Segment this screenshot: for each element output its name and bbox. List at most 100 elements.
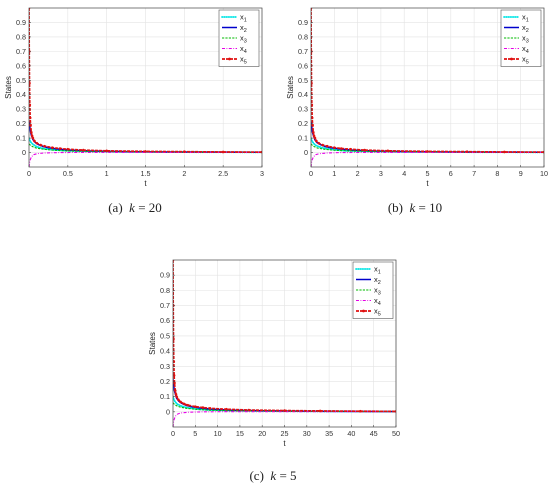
series-point-x5 bbox=[66, 147, 70, 151]
legend-marker-x5 bbox=[510, 57, 513, 61]
series-line-x4 bbox=[173, 411, 396, 427]
x-tick-label: 45 bbox=[370, 429, 378, 438]
legend-label-x4: x4 bbox=[240, 44, 247, 55]
caption-b-var: k bbox=[409, 200, 416, 215]
x-tick-label: 2 bbox=[356, 169, 360, 178]
series-point-x5 bbox=[317, 141, 320, 145]
x-tick-label: 20 bbox=[258, 429, 266, 438]
series-point-x5 bbox=[503, 150, 506, 154]
x-tick-label: 7 bbox=[472, 169, 476, 178]
y-tick-label: 0.3 bbox=[16, 105, 26, 114]
series-group bbox=[29, 8, 262, 167]
legend-box bbox=[500, 9, 542, 67]
caption-b-eq: = 10 bbox=[415, 200, 443, 215]
series-point-x5 bbox=[182, 402, 186, 406]
chart-c: 0 5 10 15 20 25 30 35 40 45 50 0 0.1 0.2 0.3 0.4 0.5 0.6 0… bbox=[148, 259, 400, 448]
y-tick-label: 0.6 bbox=[16, 61, 26, 70]
series-point-x5 bbox=[29, 81, 31, 85]
x-tick-label: 0 bbox=[171, 429, 175, 438]
series-line-x3 bbox=[311, 143, 544, 153]
legend-label-x3: x3 bbox=[240, 34, 247, 45]
series-point-x5 bbox=[177, 398, 180, 401]
legend-box bbox=[352, 261, 394, 319]
caption-c-eq: = 5 bbox=[276, 468, 297, 483]
x-tick-label: 0.5 bbox=[63, 169, 73, 178]
series-point-x5 bbox=[186, 403, 190, 407]
series-point-x5 bbox=[201, 406, 205, 409]
series-point-x5 bbox=[29, 123, 32, 127]
x-tick-label: 50 bbox=[392, 429, 400, 438]
legend-label-x2: x2 bbox=[240, 23, 247, 34]
y-tick-label: 0 bbox=[166, 407, 170, 416]
series-point-x5 bbox=[318, 409, 322, 413]
legend-label-x1: x1 bbox=[374, 265, 381, 276]
series-point-x5 bbox=[333, 146, 336, 149]
series-point-x5 bbox=[315, 139, 318, 143]
x-tick-label: 10 bbox=[540, 169, 548, 178]
y-tick-label: 0.6 bbox=[298, 61, 308, 70]
x-tick-label: 3 bbox=[379, 169, 383, 178]
series-point-x5 bbox=[29, 103, 32, 107]
y-tick-label: 0.1 bbox=[298, 134, 308, 143]
series-point-x5 bbox=[311, 123, 314, 127]
chart-panel-b: 0 1 2 3 4 5 6 7 8 9 10 0 0.1 0.2 0.3 0.4 0.5 0.6 0.7 0.8 0.9… bbox=[280, 0, 550, 220]
series-group bbox=[311, 8, 544, 167]
caption-a-var: k bbox=[129, 200, 135, 215]
series-point-x5 bbox=[39, 143, 42, 147]
x-tick-label: 1.5 bbox=[141, 169, 151, 178]
caption-b: (b) k = 10 bbox=[280, 200, 550, 216]
series-point-x5 bbox=[359, 409, 362, 413]
y-tick-label: 0.2 bbox=[16, 119, 26, 128]
x-tick-label: 2 bbox=[182, 169, 186, 178]
x-tick-label: 40 bbox=[347, 429, 355, 438]
series-point-x5 bbox=[426, 150, 429, 153]
series-line-x5 bbox=[29, 8, 262, 153]
caption-c-label: (c) bbox=[249, 468, 264, 483]
caption-c: (c) k = 5 bbox=[138, 468, 408, 484]
series-point-x5 bbox=[225, 407, 228, 411]
x-tick-label: 1 bbox=[332, 169, 336, 178]
chart-panel-a: 0 0.5 1 1.5 2 2.5 3 0 0.1 0.2 0.3 0.4 0.5 0.6 0.7 0.8 0.… bbox=[0, 0, 270, 220]
series-point-x5 bbox=[283, 409, 286, 412]
y-tick-label: 0.9 bbox=[160, 271, 170, 280]
series-point-x5 bbox=[51, 146, 54, 149]
series-line-x4 bbox=[311, 151, 544, 167]
caption-a-eq: = 20 bbox=[134, 200, 162, 215]
x-tick-label: 0 bbox=[27, 169, 31, 178]
y-tick-label: 0.5 bbox=[16, 76, 26, 85]
series-point-x5 bbox=[144, 150, 147, 153]
y-axis-label: States bbox=[4, 76, 13, 99]
series-point-x5 bbox=[349, 147, 352, 151]
y-tick-label: 0.1 bbox=[160, 392, 170, 401]
y-tick-label: 0.2 bbox=[160, 377, 170, 386]
series-point-x5 bbox=[321, 143, 324, 147]
series-point-x5 bbox=[194, 405, 197, 408]
series-point-x5 bbox=[31, 136, 35, 140]
y-tick-label: 0.5 bbox=[298, 76, 308, 85]
y-tick-label: 0.4 bbox=[298, 90, 308, 99]
series-group bbox=[173, 260, 396, 427]
x-tick-label: 10 bbox=[214, 429, 222, 438]
series-point-x5 bbox=[311, 81, 313, 85]
series-point-x5 bbox=[173, 389, 177, 392]
series-point-x5 bbox=[43, 144, 46, 148]
y-tick-label: 0.7 bbox=[16, 47, 26, 56]
x-axis-label: t bbox=[283, 439, 286, 448]
x-tick-label: 6 bbox=[449, 169, 453, 178]
caption-a-label: (a) bbox=[108, 200, 123, 215]
series-point-x5 bbox=[33, 139, 36, 143]
y-tick-label: 0.7 bbox=[160, 301, 170, 310]
series-point-x5 bbox=[339, 147, 343, 150]
legend-label-x1: x1 bbox=[522, 13, 529, 24]
series-point-x5 bbox=[312, 131, 315, 134]
x-axis-label: t bbox=[426, 179, 429, 188]
legend-label-x3: x3 bbox=[522, 34, 529, 45]
series-point-x5 bbox=[173, 360, 176, 364]
series-point-x5 bbox=[465, 150, 469, 153]
legend-label-x5: x5 bbox=[374, 307, 381, 318]
series-point-x5 bbox=[105, 149, 108, 153]
series-point-x5 bbox=[183, 150, 186, 153]
